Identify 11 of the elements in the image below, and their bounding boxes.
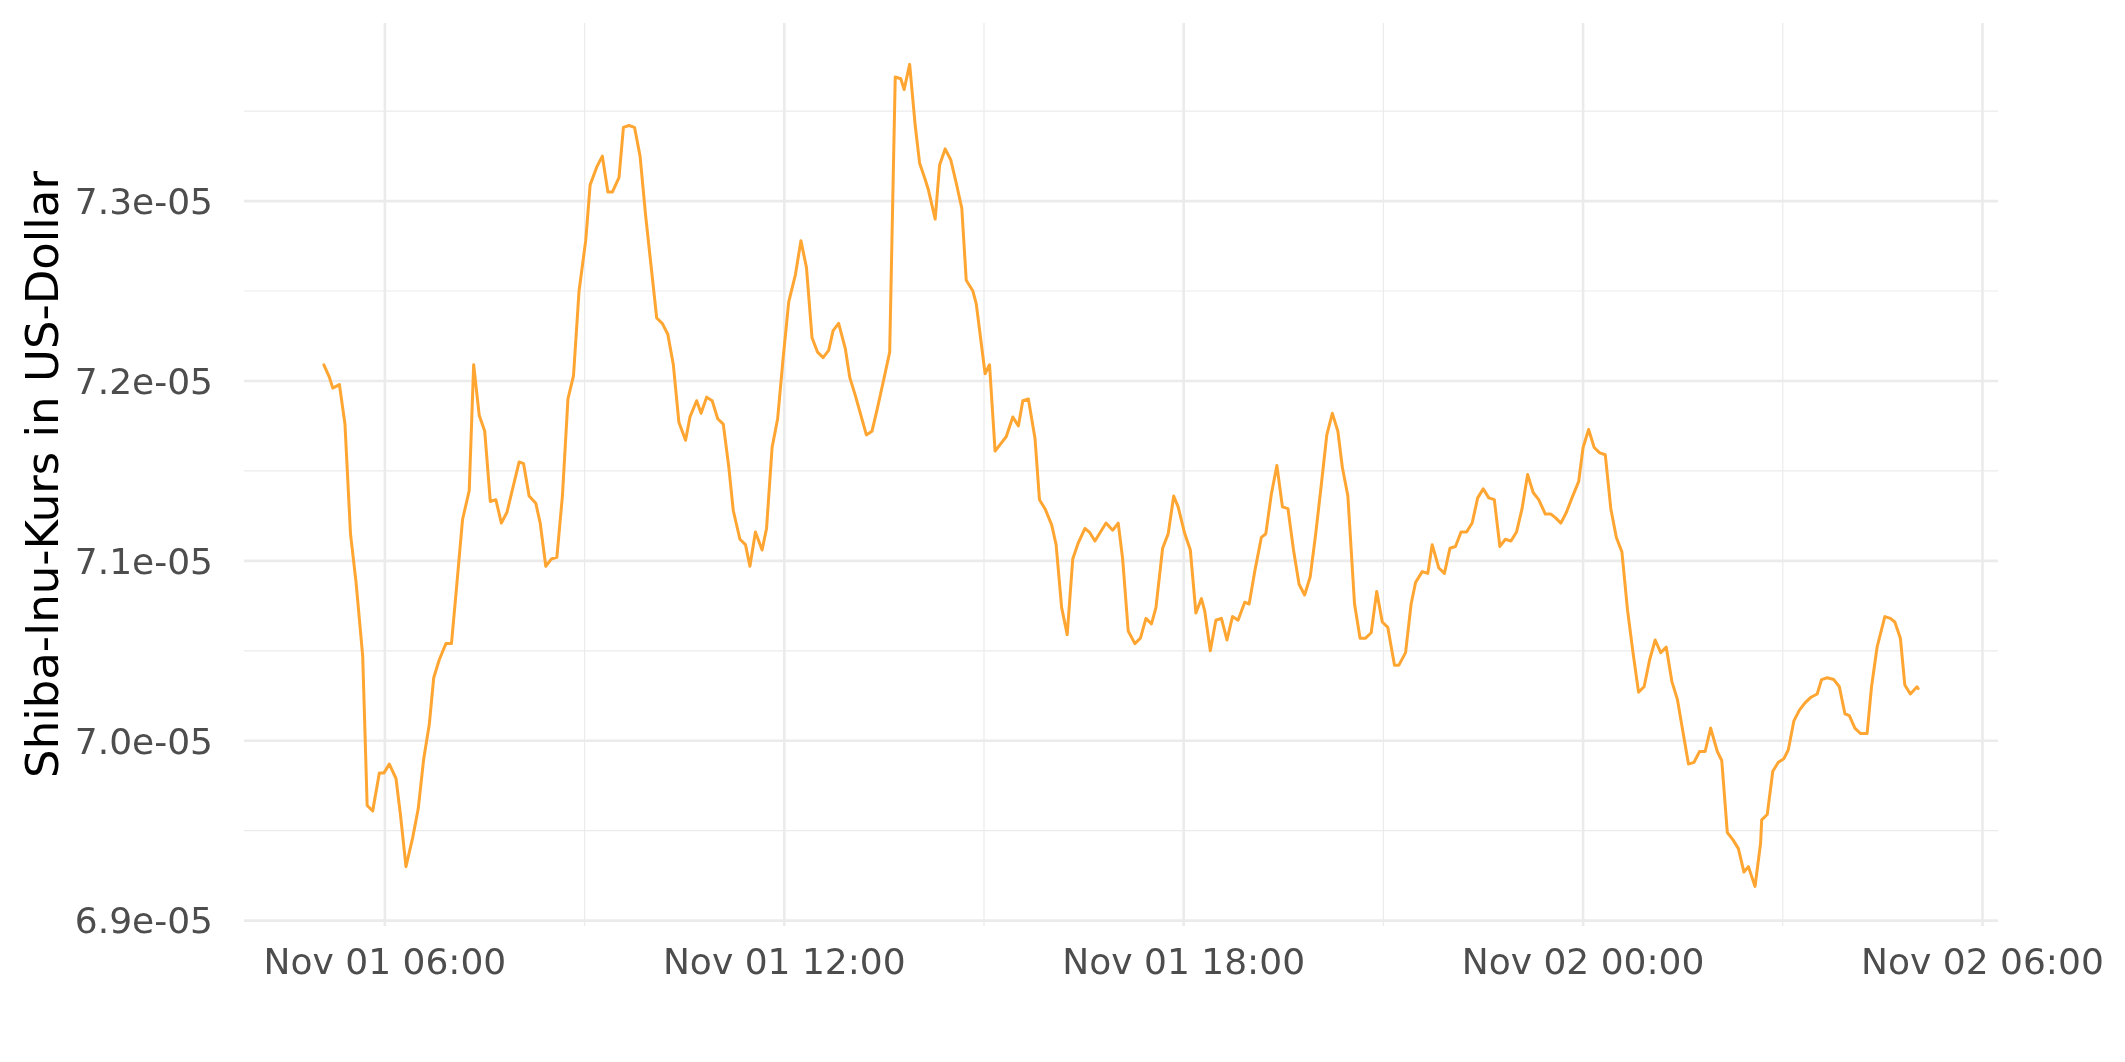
y-tick-label: 6.9e-05 [74, 900, 213, 942]
x-tick-label: Nov 01 06:00 [263, 940, 507, 982]
y-tick-label: 7.3e-05 [74, 180, 213, 222]
y-tick-label: 7.0e-05 [74, 720, 213, 762]
y-tick-label: 7.2e-05 [74, 360, 213, 402]
x-tick-label: Nov 01 12:00 [662, 940, 906, 982]
x-tick-label: Nov 02 00:00 [1461, 940, 1705, 982]
y-tick-label: 7.1e-05 [74, 540, 213, 582]
x-tick-label: Nov 01 18:00 [1062, 940, 1306, 982]
x-tick-label: Nov 02 06:00 [1861, 940, 2104, 982]
y-axis-title: Shiba-Inu-Kurs in US-Dollar [15, 170, 69, 778]
